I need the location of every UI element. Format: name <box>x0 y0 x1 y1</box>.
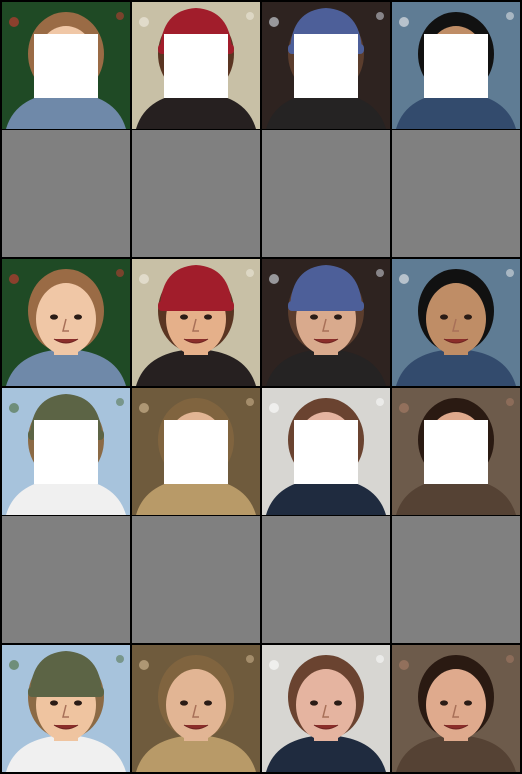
face-illustration <box>2 645 130 772</box>
empty-placeholder-tile <box>392 130 520 257</box>
white-mask-square <box>34 420 98 484</box>
face-photo-woman-green-cap <box>2 645 130 772</box>
masked-face-photo-older-man-smiling <box>262 388 390 515</box>
masked-face-photo-woman-red-beanie <box>132 2 260 129</box>
masked-face-photo-toddler-christmas-tree <box>2 2 130 129</box>
face-photo-toddler-christmas-tree <box>2 259 130 386</box>
white-mask-square <box>294 420 358 484</box>
empty-placeholder-tile <box>262 516 390 643</box>
face-photo-older-man-smiling <box>262 645 390 772</box>
face-illustration <box>132 645 260 772</box>
white-mask-square <box>164 34 228 98</box>
face-photo-man-blue-white-beanie <box>262 259 390 386</box>
empty-placeholder-tile <box>2 130 130 257</box>
face-illustration <box>262 259 390 386</box>
masked-face-photo-woman-green-cap <box>2 388 130 515</box>
white-mask-square <box>164 420 228 484</box>
face-photo-woman-red-beanie <box>132 259 260 386</box>
white-mask-square <box>294 34 358 98</box>
face-photo-woman-laughing-braids <box>132 645 260 772</box>
masked-face-photo-man-dark-hair <box>392 2 520 129</box>
white-mask-square <box>424 420 488 484</box>
face-illustration <box>262 645 390 772</box>
white-mask-square <box>424 34 488 98</box>
masked-face-photo-woman-laughing-braids <box>132 388 260 515</box>
empty-placeholder-tile <box>132 516 260 643</box>
face-photo-man-dark-hair <box>392 259 520 386</box>
white-mask-square <box>34 34 98 98</box>
masked-face-photo-two-young-men <box>392 388 520 515</box>
face-illustration <box>132 259 260 386</box>
empty-placeholder-tile <box>392 516 520 643</box>
face-photo-two-young-men <box>392 645 520 772</box>
masked-face-photo-man-blue-white-beanie <box>262 2 390 129</box>
empty-placeholder-tile <box>262 130 390 257</box>
empty-placeholder-tile <box>2 516 130 643</box>
face-illustration <box>392 259 520 386</box>
face-illustration <box>392 645 520 772</box>
empty-placeholder-tile <box>132 130 260 257</box>
face-illustration <box>2 259 130 386</box>
